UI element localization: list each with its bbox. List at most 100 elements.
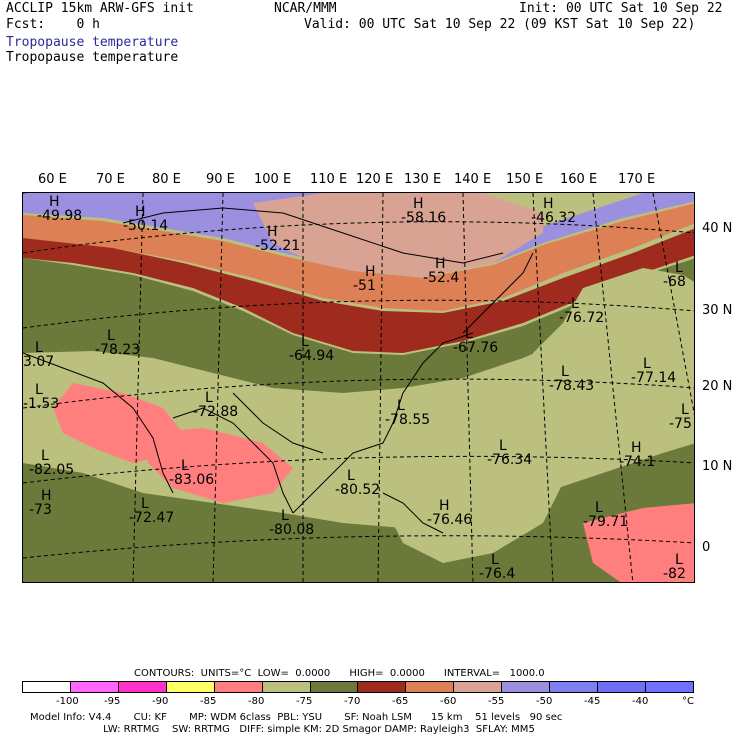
extremum-letter: L: [595, 500, 603, 516]
colorbar-swatch: [23, 682, 71, 692]
longitude-label: 160 E: [560, 172, 598, 187]
extremum-letter: L: [675, 552, 683, 568]
colorbar-swatch: [118, 682, 167, 692]
extremum-value: -50.14: [123, 218, 169, 234]
shade-orange: [23, 203, 694, 311]
extremum-value: -82.05: [29, 462, 75, 478]
colorbar-swatch: [645, 682, 693, 692]
extremum-value: -52.4: [423, 270, 460, 286]
colorbar-label: -60: [440, 696, 457, 707]
extremum-value: -75: [669, 416, 692, 432]
extremum-value: -82: [663, 566, 686, 582]
colorbar-label: -45: [584, 696, 601, 707]
extremum-letter: L: [181, 458, 189, 474]
colorbar-label: -55: [488, 696, 505, 707]
extremum-value: -58.16: [401, 210, 447, 226]
colorbar-swatch: [262, 682, 311, 692]
extremum-letter: L: [347, 468, 355, 484]
graticule: [23, 193, 694, 582]
extremum-value: -83.06: [169, 472, 215, 488]
colorbar-label: -40: [632, 696, 649, 707]
colorbar-swatch: [502, 682, 551, 692]
extremum-letter: H: [41, 488, 52, 504]
longitude-label: 70 E: [96, 172, 125, 187]
extremum-value: -78.55: [385, 412, 431, 428]
extremum-value: -64.94: [289, 348, 335, 364]
colorbar-swatch: [214, 682, 263, 692]
extremum-letter: L: [107, 328, 115, 344]
colorbar-label: -95: [104, 696, 121, 707]
extremum-letter: L: [35, 382, 43, 398]
extremum-value: -79.71: [583, 514, 629, 530]
field-label-secondary: Tropopause temperature: [6, 50, 179, 65]
colorbar-label: -70: [344, 696, 361, 707]
shade-dark-olive-south: [23, 443, 694, 582]
longitude-label: 170 E: [618, 172, 656, 187]
model-info-line2: LW: RRTMG SW: RRTMG DIFF: simple KM: 2D …: [30, 724, 535, 735]
model-info-line1: Model Info: V4.4 CU: KF MP: WDM 6class P…: [30, 712, 563, 723]
extremum-letter: L: [465, 326, 473, 342]
extremum-letter: H: [413, 196, 424, 212]
extremum-letter: H: [49, 194, 60, 210]
extremum-letter: L: [281, 508, 289, 524]
extremum-letter: L: [41, 448, 49, 464]
extremum-letter: H: [439, 498, 450, 514]
extremum-value: 3.07: [23, 354, 55, 370]
colorbar-label: -80: [248, 696, 265, 707]
extremum-letter: H: [435, 256, 446, 272]
extremum-letter: L: [491, 552, 499, 568]
extremum-value: -46.32: [531, 210, 577, 226]
shade-pink-bay: [143, 428, 293, 503]
colorbar-label: -85: [200, 696, 217, 707]
extremum-value: -52.21: [255, 238, 301, 254]
shade-dark-red: [23, 228, 694, 353]
longitude-label: 60 E: [38, 172, 67, 187]
colorbar-label: -75: [296, 696, 313, 707]
field-label-primary: Tropopause temperature: [6, 35, 179, 50]
extremum-value: -51: [353, 278, 376, 294]
latitude-label: 10 N: [702, 459, 733, 474]
forecast-hour: Fcst: 0 h: [6, 17, 100, 32]
extremum-letter: L: [141, 496, 149, 512]
extremum-letter: H: [631, 440, 642, 456]
colorbar-swatch: [454, 682, 503, 692]
extremum-value: -76.46: [427, 512, 473, 528]
longitude-label: 100 E: [254, 172, 292, 187]
longitude-label: 140 E: [454, 172, 492, 187]
colorbar-swatch: [358, 682, 407, 692]
valid-time: Valid: 00 UTC Sat 10 Sep 22 (09 KST Sat …: [304, 17, 696, 32]
shade-light-olive-east: [523, 268, 694, 423]
extremum-letter: L: [571, 296, 579, 312]
extremum-value: -78.23: [95, 342, 141, 358]
extremum-letter: L: [35, 340, 43, 356]
colorbar: [22, 681, 694, 693]
latitude-label: 20 N: [702, 379, 733, 394]
extremum-value: -76.34: [487, 452, 533, 468]
shade-pink-southeast: [583, 503, 694, 582]
shade-pink-brown: [253, 193, 543, 278]
colorbar-swatch: [166, 682, 215, 692]
extremum-value: -49.98: [37, 208, 83, 224]
colorbar-label: -90: [152, 696, 169, 707]
tropopause-temperature-map: [23, 193, 694, 582]
extremum-letter: L: [561, 364, 569, 380]
extremum-value: -73: [29, 502, 52, 518]
extremum-letter: L: [499, 438, 507, 454]
longitude-label: 110 E: [310, 172, 348, 187]
extremum-value: -1.53: [23, 396, 60, 412]
colorbar-swatch: [406, 682, 455, 692]
colorbar-label: °C: [682, 696, 694, 707]
latitude-label: 40 N: [702, 221, 733, 236]
longitude-label: 130 E: [404, 172, 442, 187]
extremum-value: -76.72: [559, 310, 605, 326]
extremum-letter: L: [675, 260, 683, 276]
colorbar-label: -65: [392, 696, 409, 707]
longitude-label: 80 E: [152, 172, 181, 187]
extremum-letter: L: [643, 356, 651, 372]
extremum-value: -80.52: [335, 482, 381, 498]
longitude-label: 90 E: [206, 172, 235, 187]
latitude-label: 0: [702, 540, 711, 555]
extremum-value: -72.88: [193, 404, 239, 420]
extremum-letter: H: [267, 224, 278, 240]
colorbar-swatch: [598, 682, 646, 692]
